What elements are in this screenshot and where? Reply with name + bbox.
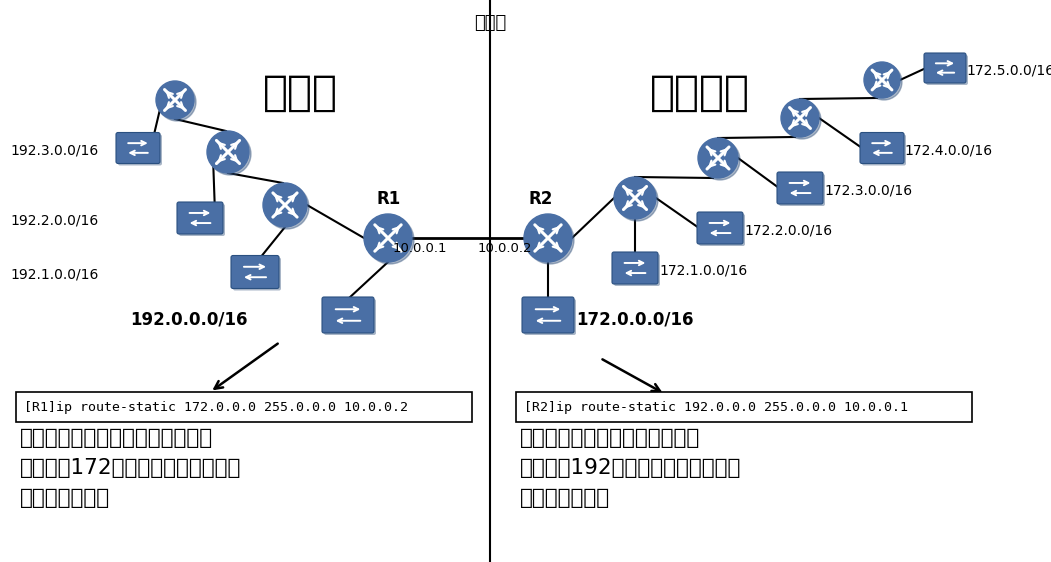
Text: 172.1.0.0/16: 172.1.0.0/16 xyxy=(659,263,747,277)
Circle shape xyxy=(158,83,195,121)
FancyBboxPatch shape xyxy=(16,392,472,422)
FancyBboxPatch shape xyxy=(179,204,225,236)
FancyBboxPatch shape xyxy=(614,254,660,286)
FancyBboxPatch shape xyxy=(699,214,745,246)
Circle shape xyxy=(207,131,249,173)
Text: 10.0.0.2: 10.0.0.2 xyxy=(478,242,533,255)
Circle shape xyxy=(156,81,194,119)
FancyBboxPatch shape xyxy=(924,53,966,83)
FancyBboxPatch shape xyxy=(524,299,576,335)
FancyBboxPatch shape xyxy=(118,134,162,165)
Circle shape xyxy=(524,214,572,262)
Circle shape xyxy=(783,101,821,139)
Text: 192.0.0.0/16: 192.0.0.0/16 xyxy=(130,311,247,329)
FancyBboxPatch shape xyxy=(926,55,968,85)
Text: 192.1.0.0/16: 192.1.0.0/16 xyxy=(11,267,99,281)
FancyBboxPatch shape xyxy=(522,297,574,333)
Circle shape xyxy=(700,140,740,180)
Text: 172.2.0.0/16: 172.2.0.0/16 xyxy=(744,223,832,237)
Circle shape xyxy=(209,133,251,175)
FancyBboxPatch shape xyxy=(324,299,376,335)
Text: 到石家庄市的网络汇总成一条路由: 到石家庄市的网络汇总成一条路由 xyxy=(20,428,213,448)
Circle shape xyxy=(265,185,309,229)
FancyBboxPatch shape xyxy=(777,172,823,204)
FancyBboxPatch shape xyxy=(233,257,281,291)
Text: 10.0.0.1: 10.0.0.1 xyxy=(393,242,448,255)
FancyBboxPatch shape xyxy=(860,133,904,164)
Text: 将全部以172开头网络进行了合并，: 将全部以172开头网络进行了合并， xyxy=(20,458,242,478)
Text: R2: R2 xyxy=(528,190,553,208)
Text: 172.3.0.0/16: 172.3.0.0/16 xyxy=(824,183,912,197)
Text: 石家庄市: 石家庄市 xyxy=(650,72,750,114)
FancyBboxPatch shape xyxy=(516,392,972,422)
Text: 将全部以192开头网络进行了合并，: 将全部以192开头网络进行了合并， xyxy=(520,458,741,478)
Circle shape xyxy=(698,138,738,178)
Text: [R1]ip route-static 172.0.0.0 255.0.0.0 10.0.0.2: [R1]ip route-static 172.0.0.0 255.0.0.0 … xyxy=(24,401,408,414)
FancyBboxPatch shape xyxy=(779,174,825,206)
FancyBboxPatch shape xyxy=(862,134,906,165)
FancyBboxPatch shape xyxy=(697,212,743,244)
Text: 192.3.0.0/16: 192.3.0.0/16 xyxy=(11,143,98,157)
FancyBboxPatch shape xyxy=(116,133,160,164)
FancyBboxPatch shape xyxy=(322,297,374,333)
Text: 边界线: 边界线 xyxy=(474,14,507,32)
FancyBboxPatch shape xyxy=(612,252,658,284)
Text: 172.0.0.0/16: 172.0.0.0/16 xyxy=(576,311,694,329)
Circle shape xyxy=(781,99,819,137)
Text: [R2]ip route-static 192.0.0.0 255.0.0.0 10.0.0.1: [R2]ip route-static 192.0.0.0 255.0.0.0 … xyxy=(524,401,908,414)
Circle shape xyxy=(614,177,656,219)
Circle shape xyxy=(616,179,658,221)
Text: 到北京市的网络汇总成一条路由: 到北京市的网络汇总成一条路由 xyxy=(520,428,700,448)
Text: 汇总成一条路由: 汇总成一条路由 xyxy=(20,488,110,508)
Circle shape xyxy=(526,216,574,264)
Circle shape xyxy=(864,62,900,98)
FancyBboxPatch shape xyxy=(177,202,223,234)
Text: 北京市: 北京市 xyxy=(263,72,337,114)
Circle shape xyxy=(364,214,412,262)
Circle shape xyxy=(263,183,307,227)
Text: 汇总成一条路由: 汇总成一条路由 xyxy=(520,488,611,508)
Text: 172.4.0.0/16: 172.4.0.0/16 xyxy=(904,143,992,157)
Text: 192.2.0.0/16: 192.2.0.0/16 xyxy=(11,213,98,227)
Text: R1: R1 xyxy=(376,190,400,208)
Circle shape xyxy=(866,64,902,100)
FancyBboxPatch shape xyxy=(231,256,279,288)
Text: 172.5.0.0/16: 172.5.0.0/16 xyxy=(966,63,1051,77)
Circle shape xyxy=(366,216,414,264)
